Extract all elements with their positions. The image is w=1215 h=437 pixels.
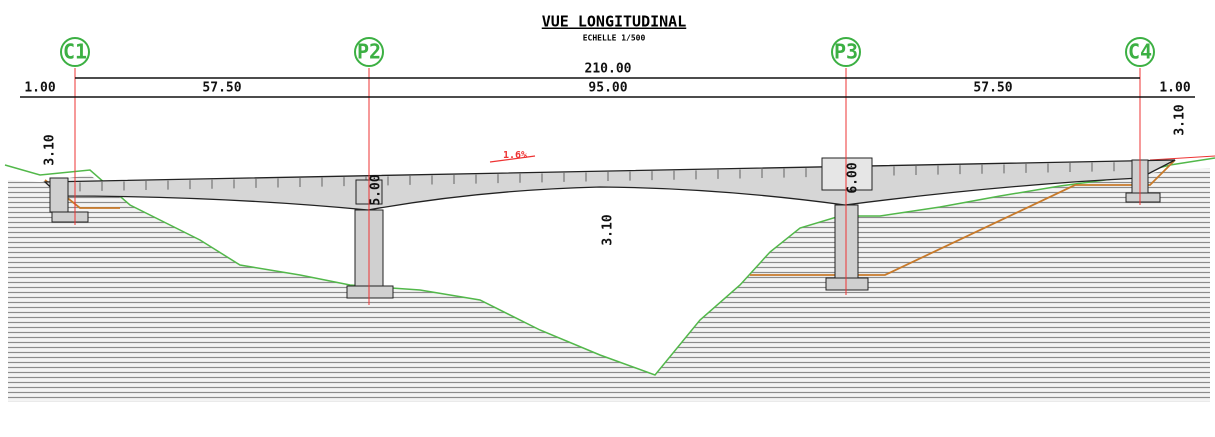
finished-level <box>1149 155 1215 161</box>
support-label: P3 <box>834 40 858 64</box>
support-marker <box>60 37 90 67</box>
title: VUE LONGITUDINAL <box>542 13 687 31</box>
support-label: C1 <box>63 40 87 64</box>
dimension-text: 95.00 <box>588 81 627 96</box>
pier-head <box>821 157 873 191</box>
deck-ribs <box>79 162 1115 192</box>
dimension-text: 210.00 <box>585 62 632 77</box>
height-text: 3.10 <box>601 214 616 245</box>
abutment-footing <box>51 211 89 223</box>
slope-text: 1.6% <box>503 150 527 161</box>
abutment-footing <box>1125 192 1161 203</box>
ground-hatch <box>8 168 1210 402</box>
dimension-text: 1.00 <box>24 81 55 96</box>
deck <box>43 159 1176 211</box>
abutment <box>49 177 69 213</box>
dimension-text: 1.00 <box>1159 81 1190 96</box>
height-text: 6.00 <box>846 162 861 193</box>
slope-arrow <box>489 155 536 163</box>
support-label: P2 <box>357 40 381 64</box>
support-marker <box>354 37 384 67</box>
pier-footing <box>825 277 869 291</box>
support-marker <box>1125 37 1155 67</box>
subtitle: ECHELLE 1/500 <box>583 34 646 43</box>
ground-profile <box>4 157 1215 376</box>
height-text: 5.00 <box>369 174 384 205</box>
dimension-text: 57.50 <box>202 81 241 96</box>
support-marker <box>831 37 861 67</box>
dimension-text: 57.50 <box>973 81 1012 96</box>
support-label: C4 <box>1128 40 1152 64</box>
height-text: 3.10 <box>43 134 58 165</box>
height-text: 3.10 <box>1173 104 1188 135</box>
pier-footing <box>346 285 394 299</box>
